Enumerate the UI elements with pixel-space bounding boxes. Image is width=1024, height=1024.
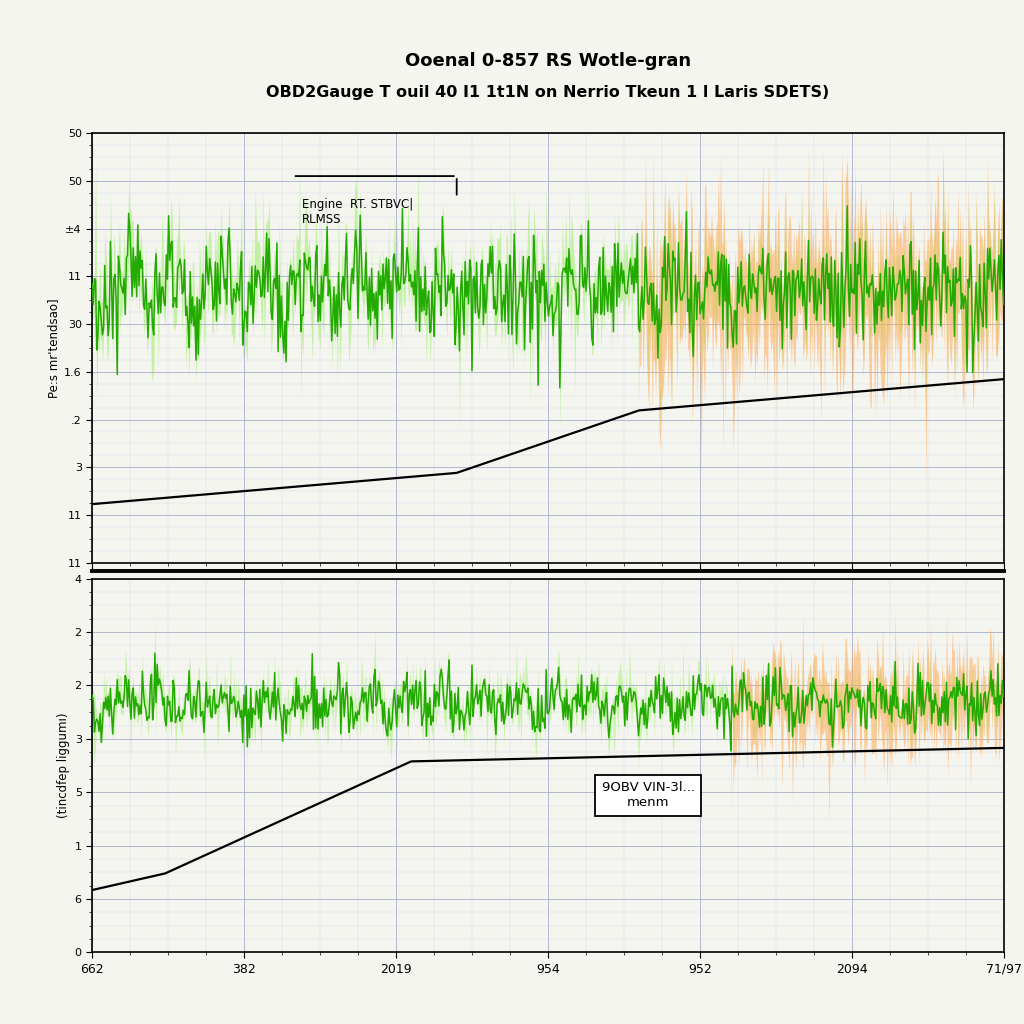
- Text: OBD2Gauge T ouil 40 I1 1t1N on Nerrio Tkeun 1 l Laris SDETS): OBD2Gauge T ouil 40 I1 1t1N on Nerrio Tk…: [266, 85, 829, 99]
- Text: 9OBV VIN-3l...
menm: 9OBV VIN-3l... menm: [601, 781, 694, 809]
- Y-axis label: Pe:s mr'tendsao]: Pe:s mr'tendsao]: [47, 298, 60, 397]
- Text: Engine  RT. STBVC|
RLMSS: Engine RT. STBVC| RLMSS: [302, 198, 413, 225]
- Text: Ooenal 0-857 RS Wotle-gran: Ooenal 0-857 RS Wotle-gran: [404, 52, 691, 71]
- Y-axis label: (tincdfep liggumı): (tincdfep liggumı): [57, 713, 71, 818]
